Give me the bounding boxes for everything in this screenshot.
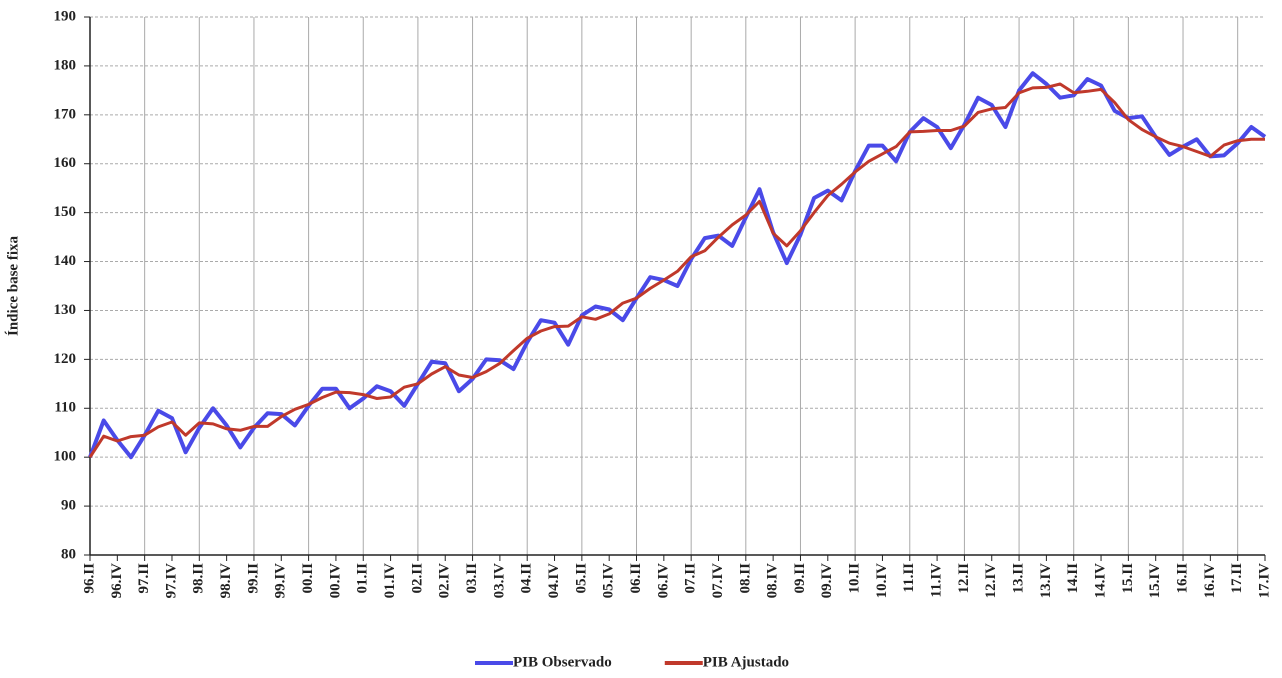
- x-tick-label: 13.IV: [1038, 563, 1054, 599]
- x-tick-label: 98.II: [191, 563, 207, 594]
- x-tick-label: 01.IV: [382, 563, 398, 599]
- y-tick-label: 190: [54, 8, 77, 24]
- x-tick-label: 96.IV: [109, 563, 125, 599]
- x-tick-label: 06.IV: [655, 563, 671, 599]
- data-line: [88, 82, 1265, 459]
- x-tick-label: 09.II: [792, 563, 808, 594]
- y-tick-label: 140: [54, 253, 77, 269]
- y-axis-title: Índice base fixa: [4, 236, 21, 337]
- x-tick-label: 99.II: [245, 563, 261, 594]
- x-tick-label: 08.II: [737, 563, 753, 594]
- x-tick-label: 17.II: [1229, 563, 1245, 594]
- y-tick-label: 150: [54, 204, 77, 220]
- x-tick-label: 10.II: [847, 563, 863, 594]
- x-tick-label: 14.II: [1065, 563, 1081, 594]
- x-tick-label: 00.IV: [327, 563, 343, 599]
- x-tick-label: 03.IV: [491, 563, 507, 599]
- x-tick-label: 98.IV: [218, 563, 234, 599]
- x-tick-label: 17.IV: [1256, 563, 1272, 599]
- y-tick-label: 80: [61, 546, 76, 562]
- x-tick-label: 12.IV: [983, 563, 999, 599]
- x-tick-label: 04.IV: [546, 563, 562, 599]
- y-tick-label: 130: [54, 302, 77, 318]
- x-tick-label: 01.II: [355, 563, 371, 594]
- x-tick-label: 07.II: [683, 563, 699, 594]
- legend-label: PIB Ajustado: [703, 654, 789, 670]
- x-tick-label: 16.II: [1174, 563, 1190, 594]
- y-tick-label: 110: [54, 400, 76, 416]
- x-tick-label: 12.II: [956, 563, 972, 594]
- y-tick-label: 160: [54, 155, 77, 171]
- y-tick-label: 170: [54, 106, 77, 122]
- x-tick-label: 07.IV: [710, 563, 726, 599]
- x-tick-label: 13.II: [1011, 563, 1027, 594]
- x-tick-label: 97.IV: [163, 563, 179, 599]
- x-tick-label: 10.IV: [874, 563, 890, 599]
- x-tick-label: 02.IV: [437, 563, 453, 599]
- x-tick-label: 04.II: [519, 563, 535, 594]
- x-tick-label: 11.II: [901, 563, 917, 593]
- y-tick-label: 100: [54, 449, 77, 465]
- x-tick-label: 14.IV: [1092, 563, 1108, 599]
- x-tick-label: 11.IV: [929, 563, 945, 598]
- x-tick-label: 02.II: [409, 563, 425, 594]
- y-tick-label: 90: [61, 498, 76, 514]
- x-tick-label: 99.IV: [273, 563, 289, 599]
- x-tick-label: 05.II: [573, 563, 589, 594]
- x-tick-label: 15.II: [1120, 563, 1136, 594]
- x-tick-label: 05.IV: [601, 563, 617, 599]
- x-tick-label: 97.II: [136, 563, 152, 594]
- x-tick-label: 08.IV: [765, 563, 781, 599]
- x-tick-label: 15.IV: [1147, 563, 1163, 599]
- x-tick-label: 06.II: [628, 563, 644, 594]
- data-line: [88, 71, 1267, 460]
- x-tick-label: 96.II: [81, 563, 97, 594]
- legend-label: PIB Observado: [513, 654, 612, 670]
- y-tick-label: 120: [54, 351, 77, 367]
- x-tick-label: 16.IV: [1202, 563, 1218, 599]
- y-tick-label: 180: [54, 57, 77, 73]
- x-tick-label: 03.II: [464, 563, 480, 594]
- x-tick-label: 09.IV: [819, 563, 835, 599]
- x-tick-label: 00.II: [300, 563, 316, 594]
